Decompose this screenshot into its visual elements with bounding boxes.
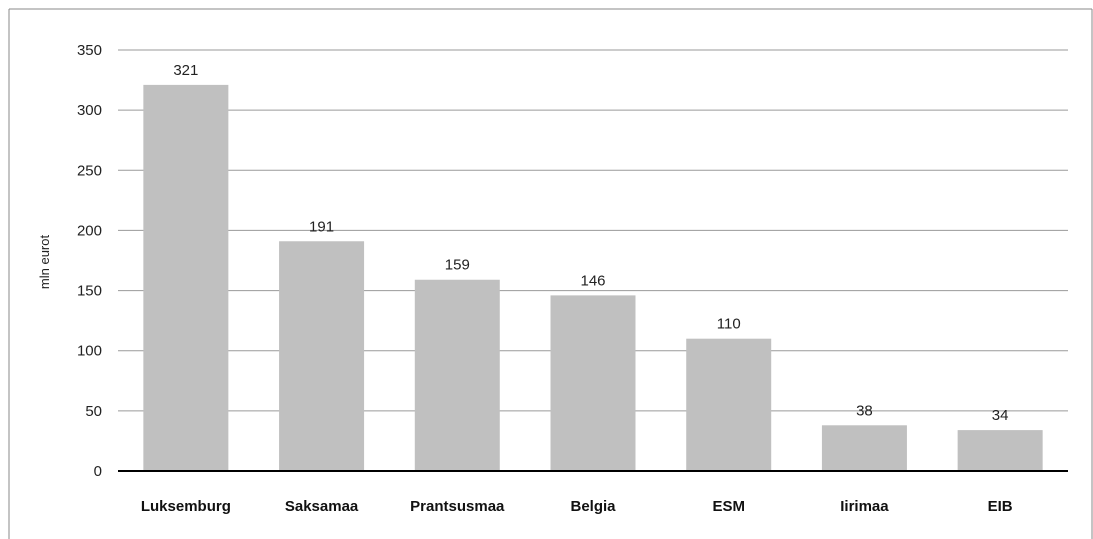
y-axis-title: mln eurot xyxy=(37,235,52,290)
y-tick-label: 150 xyxy=(77,283,102,300)
bar xyxy=(143,84,229,471)
y-tick-label: 200 xyxy=(77,222,102,239)
y-tick-label: 250 xyxy=(77,162,102,179)
y-tick-label: 50 xyxy=(85,403,102,420)
bar xyxy=(550,295,636,471)
bar xyxy=(279,241,365,471)
x-tick-label: Iirimaa xyxy=(840,498,889,515)
data-label: 34 xyxy=(992,407,1009,424)
data-labels: 321 191 159 146 110 38 34 xyxy=(173,62,1008,424)
y-tick-label: 100 xyxy=(77,343,102,360)
x-tick-label: EIB xyxy=(988,498,1013,515)
bar xyxy=(414,279,500,471)
x-tick-label: Luksemburg xyxy=(141,498,231,515)
x-tick-label: ESM xyxy=(712,498,745,515)
x-tick-labels: Luksemburg Saksamaa Prantsusmaa Belgia ESM Ii… xyxy=(141,498,1013,515)
y-tick-labels: 0 50 100 150 200 250 300 350 xyxy=(77,42,102,480)
bar xyxy=(957,430,1043,471)
y-tick-label: 350 xyxy=(77,42,102,59)
x-tick-label: Belgia xyxy=(570,498,616,515)
data-label: 191 xyxy=(309,218,334,235)
data-label: 110 xyxy=(717,316,741,333)
data-label: 146 xyxy=(580,272,605,289)
y-tick-label: 300 xyxy=(77,102,102,119)
data-label: 321 xyxy=(173,62,198,79)
bar xyxy=(686,338,772,471)
data-label: 38 xyxy=(856,402,873,419)
bars xyxy=(143,84,1043,471)
bar xyxy=(821,425,907,471)
x-tick-label: Prantsusmaa xyxy=(410,498,505,515)
x-tick-label: Saksamaa xyxy=(285,498,359,515)
y-tick-label: 0 xyxy=(94,463,102,480)
data-label: 159 xyxy=(445,257,470,274)
chart-frame xyxy=(8,8,1093,539)
